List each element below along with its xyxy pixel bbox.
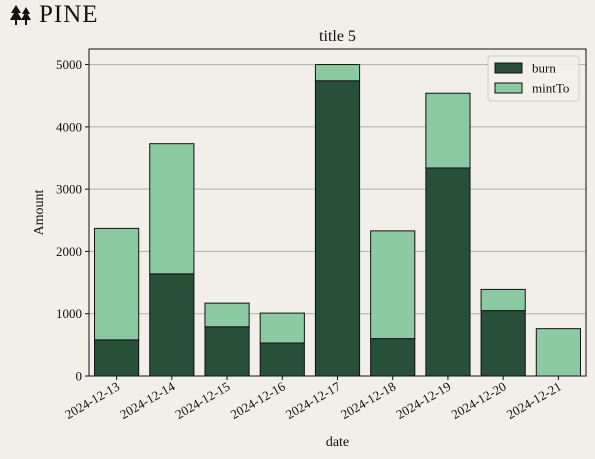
bar-mintto-2024-12-16 — [259, 312, 305, 344]
bar-mintto-2024-12-19 — [425, 92, 471, 169]
y-axis: 0 1000 2000 3000 4000 5000 — [56, 57, 89, 384]
x-tick-label: 2024-12-21 — [504, 379, 564, 422]
bar-burn-2024-12-14 — [149, 273, 195, 377]
y-axis-title: Amount — [32, 189, 47, 235]
bar-burn-2024-12-15 — [204, 326, 250, 377]
x-axis-title: date — [326, 435, 349, 450]
brand-name: PINE — [39, 1, 99, 28]
bar-mintto-2024-12-18 — [370, 230, 416, 340]
x-tick-label: 2024-12-19 — [393, 379, 453, 422]
legend-label-mintto: mintTo — [532, 81, 569, 96]
x-tick-label: 2024-12-17 — [283, 378, 343, 422]
bars — [94, 64, 581, 377]
y-tick-label: 1000 — [56, 306, 82, 321]
bar-burn-2024-12-17 — [314, 80, 361, 377]
x-axis: 2024-12-132024-12-142024-12-152024-12-16… — [62, 376, 564, 422]
bar-mintto-2024-12-15 — [204, 302, 250, 328]
x-tick-label: 2024-12-13 — [62, 379, 122, 422]
legend-label-burn: burn — [532, 61, 556, 76]
x-tick-label: 2024-12-18 — [338, 379, 398, 422]
y-tick-label: 5000 — [56, 57, 82, 72]
legend-swatch-mintto — [494, 82, 523, 94]
bar-mintto-2024-12-14 — [149, 143, 195, 275]
bar-burn-2024-12-18 — [370, 338, 416, 377]
bar-mintto-2024-12-20 — [480, 288, 526, 312]
y-tick-label: 2000 — [56, 244, 82, 259]
bar-burn-2024-12-13 — [94, 339, 140, 377]
y-tick-label: 3000 — [56, 182, 82, 197]
bar-burn-2024-12-19 — [425, 167, 471, 377]
bar-mintto-2024-12-17 — [314, 64, 361, 82]
bar-burn-2024-12-20 — [480, 310, 526, 377]
brand-logo: PINE — [8, 1, 99, 29]
x-tick-label: 2024-12-20 — [449, 379, 509, 422]
pine-tree-icon — [10, 5, 31, 25]
y-tick-label: 4000 — [56, 119, 82, 134]
x-tick-label: 2024-12-16 — [228, 378, 288, 422]
x-tick-label: 2024-12-14 — [117, 378, 177, 422]
bar-mintto-2024-12-21 — [535, 328, 581, 377]
chart-title: title 5 — [319, 28, 356, 45]
legend-swatch-burn — [494, 62, 523, 74]
y-tick-label: 0 — [76, 369, 83, 384]
x-tick-label: 2024-12-15 — [173, 379, 233, 422]
legend: burn mintTo — [487, 55, 580, 102]
bar-mintto-2024-12-13 — [94, 227, 140, 341]
bar-burn-2024-12-16 — [259, 342, 305, 377]
